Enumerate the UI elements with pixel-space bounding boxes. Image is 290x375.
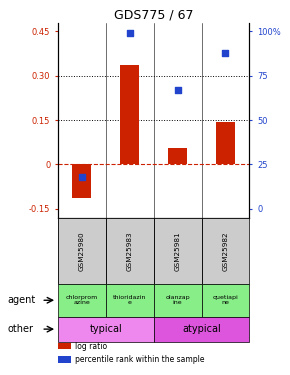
- Bar: [58, 284, 106, 316]
- Text: GSM25983: GSM25983: [127, 231, 133, 270]
- Bar: [72, 164, 92, 198]
- Bar: [168, 148, 187, 164]
- Text: GSM25980: GSM25980: [79, 231, 85, 270]
- Text: percentile rank within the sample: percentile rank within the sample: [75, 355, 205, 364]
- Bar: [58, 217, 106, 284]
- Bar: [202, 217, 249, 284]
- Bar: [120, 65, 139, 164]
- Bar: [106, 284, 154, 316]
- Point: [127, 30, 132, 36]
- Text: log ratio: log ratio: [75, 342, 107, 351]
- Bar: [106, 217, 154, 284]
- Text: agent: agent: [8, 295, 36, 305]
- Text: other: other: [8, 324, 34, 334]
- Text: atypical: atypical: [182, 324, 221, 334]
- Bar: [58, 316, 154, 342]
- Bar: [202, 284, 249, 316]
- Bar: [58, 356, 71, 363]
- Bar: [58, 343, 71, 349]
- Text: quetiapi
ne: quetiapi ne: [213, 295, 238, 306]
- Text: olanzap
ine: olanzap ine: [165, 295, 190, 306]
- Bar: [216, 122, 235, 164]
- Bar: [154, 284, 202, 316]
- Bar: [154, 316, 249, 342]
- Text: GSM25982: GSM25982: [222, 231, 229, 270]
- Text: thioridazin
e: thioridazin e: [113, 295, 146, 306]
- Title: GDS775 / 67: GDS775 / 67: [114, 8, 193, 21]
- Text: chlorprom
azine: chlorprom azine: [66, 295, 98, 306]
- Point: [79, 174, 84, 180]
- Bar: [154, 217, 202, 284]
- Text: typical: typical: [90, 324, 122, 334]
- Text: GSM25981: GSM25981: [175, 231, 181, 270]
- Point: [175, 87, 180, 93]
- Point: [223, 50, 228, 55]
